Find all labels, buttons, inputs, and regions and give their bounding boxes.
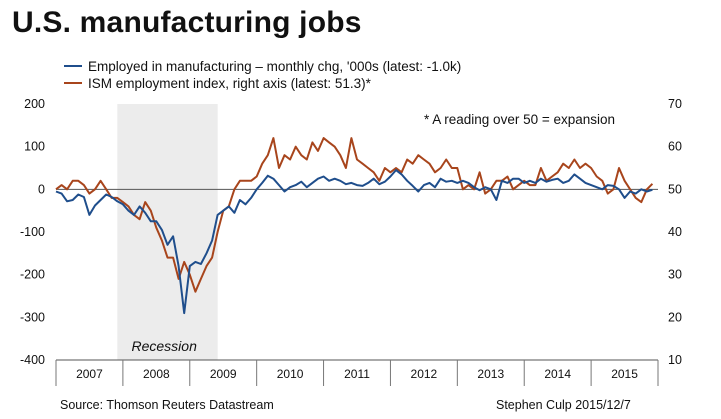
right-tick-label: 70: [668, 97, 682, 111]
legend-label-manufacturing: Employed in manufacturing – monthly chg,…: [88, 59, 462, 74]
left-tick-label: 200: [24, 97, 45, 111]
series-line-ism: [55, 137, 654, 293]
right-tick-label: 20: [668, 310, 682, 324]
year-label: 2012: [411, 367, 438, 381]
left-tick-label: -200: [20, 268, 45, 282]
year-label: 2010: [277, 367, 304, 381]
year-label: 2008: [143, 367, 170, 381]
left-axis: -400 -300 -200 -100 0 100 200: [20, 97, 45, 367]
year-label: 2011: [344, 367, 370, 381]
year-label: 2014: [544, 367, 571, 381]
year-label: 2013: [477, 367, 504, 381]
legend-entry-ism: ISM employment index, right axis (latest…: [64, 75, 461, 92]
left-tick-label: -100: [20, 225, 45, 239]
year-label: 2007: [76, 367, 103, 381]
right-tick-label: 10: [668, 353, 682, 367]
right-tick-label: 60: [668, 140, 682, 154]
right-axis: 10 20 30 40 50 60 70: [668, 97, 682, 367]
x-axis: 2007 2008 2009 2010 2011 2012 2013 2014 2015: [55, 360, 659, 386]
chart-note: * A reading over 50 = expansion: [424, 112, 615, 127]
left-tick-label: 0: [38, 182, 45, 196]
year-label: 2015: [611, 367, 638, 381]
left-tick-label: 100: [24, 140, 45, 154]
recession-shading: [117, 104, 218, 360]
author-credit: Stephen Culp 2015/12/7: [496, 398, 631, 412]
legend-swatch-ism: [64, 81, 82, 84]
legend-swatch-manufacturing: [64, 64, 82, 67]
source-note: Source: Thomson Reuters Datastream: [60, 398, 274, 412]
recession-label: Recession: [132, 338, 198, 354]
left-tick-label: -300: [20, 310, 45, 324]
left-tick-label: -400: [20, 353, 45, 367]
right-tick-label: 50: [668, 182, 682, 196]
legend-entry-manufacturing: Employed in manufacturing – monthly chg,…: [64, 58, 461, 75]
year-label: 2009: [210, 367, 237, 381]
right-tick-label: 40: [668, 225, 682, 239]
legend: Employed in manufacturing – monthly chg,…: [64, 58, 461, 92]
legend-label-ism: ISM employment index, right axis (latest…: [88, 76, 371, 91]
right-tick-label: 30: [668, 268, 682, 282]
chart-title: U.S. manufacturing jobs: [12, 6, 362, 39]
series-line-manufacturing: [55, 169, 653, 315]
